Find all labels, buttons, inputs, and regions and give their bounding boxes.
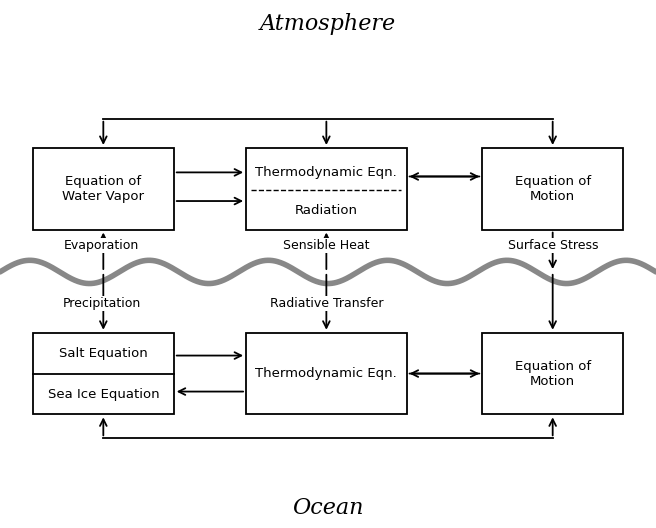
Text: Equation of
Water Vapor: Equation of Water Vapor	[62, 175, 144, 203]
FancyBboxPatch shape	[482, 148, 623, 230]
Text: Thermodynamic Eqn.: Thermodynamic Eqn.	[255, 367, 398, 380]
Text: Surface Stress: Surface Stress	[508, 239, 598, 252]
Text: Thermodynamic Eqn.: Thermodynamic Eqn.	[255, 166, 398, 179]
Text: Sea Ice Equation: Sea Ice Equation	[47, 388, 159, 401]
Text: Radiation: Radiation	[295, 203, 358, 216]
Text: Evaporation: Evaporation	[64, 239, 139, 252]
Text: Sensible Heat: Sensible Heat	[283, 239, 370, 252]
Text: Atmosphere: Atmosphere	[260, 13, 396, 35]
Text: Equation of
Motion: Equation of Motion	[514, 175, 591, 203]
Text: Equation of
Motion: Equation of Motion	[514, 360, 591, 388]
FancyBboxPatch shape	[33, 333, 174, 414]
FancyBboxPatch shape	[246, 148, 407, 230]
Text: Radiative Transfer: Radiative Transfer	[270, 297, 384, 310]
FancyBboxPatch shape	[482, 333, 623, 414]
FancyBboxPatch shape	[33, 148, 174, 230]
Text: Salt Equation: Salt Equation	[59, 346, 148, 360]
Text: Precipitation: Precipitation	[62, 297, 141, 310]
Text: Ocean: Ocean	[293, 497, 363, 519]
FancyBboxPatch shape	[246, 333, 407, 414]
